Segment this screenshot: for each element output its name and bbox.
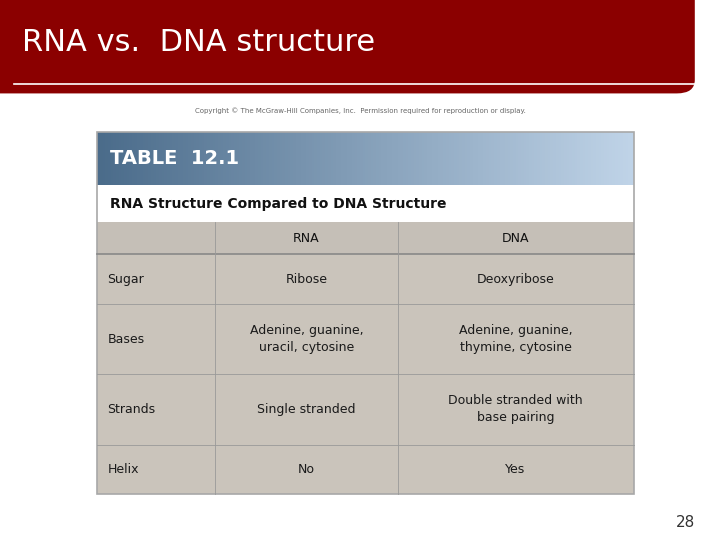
Text: TABLE  12.1: TABLE 12.1	[110, 149, 239, 168]
Text: Helix: Helix	[107, 463, 139, 476]
Text: Single stranded: Single stranded	[257, 403, 356, 416]
Text: Strands: Strands	[107, 403, 156, 416]
Text: 28: 28	[675, 515, 695, 530]
Text: No: No	[298, 463, 315, 476]
Text: RNA: RNA	[293, 232, 320, 245]
Text: DNA: DNA	[502, 232, 529, 245]
Text: Deoxyribose: Deoxyribose	[477, 273, 554, 286]
Text: Bases: Bases	[107, 333, 145, 346]
Text: RNA vs.  DNA structure: RNA vs. DNA structure	[22, 28, 374, 57]
Text: Adenine, guanine,
thymine, cytosine: Adenine, guanine, thymine, cytosine	[459, 324, 572, 354]
Text: Yes: Yes	[505, 463, 526, 476]
Text: Double stranded with
base pairing: Double stranded with base pairing	[449, 394, 583, 424]
Text: Ribose: Ribose	[285, 273, 328, 286]
Text: Adenine, guanine,
uracil, cytosine: Adenine, guanine, uracil, cytosine	[250, 324, 363, 354]
Text: RNA Structure Compared to DNA Structure: RNA Structure Compared to DNA Structure	[110, 197, 446, 211]
Text: Sugar: Sugar	[107, 273, 144, 286]
Text: Copyright © The McGraw-Hill Companies, Inc.  Permission required for reproductio: Copyright © The McGraw-Hill Companies, I…	[194, 107, 526, 114]
